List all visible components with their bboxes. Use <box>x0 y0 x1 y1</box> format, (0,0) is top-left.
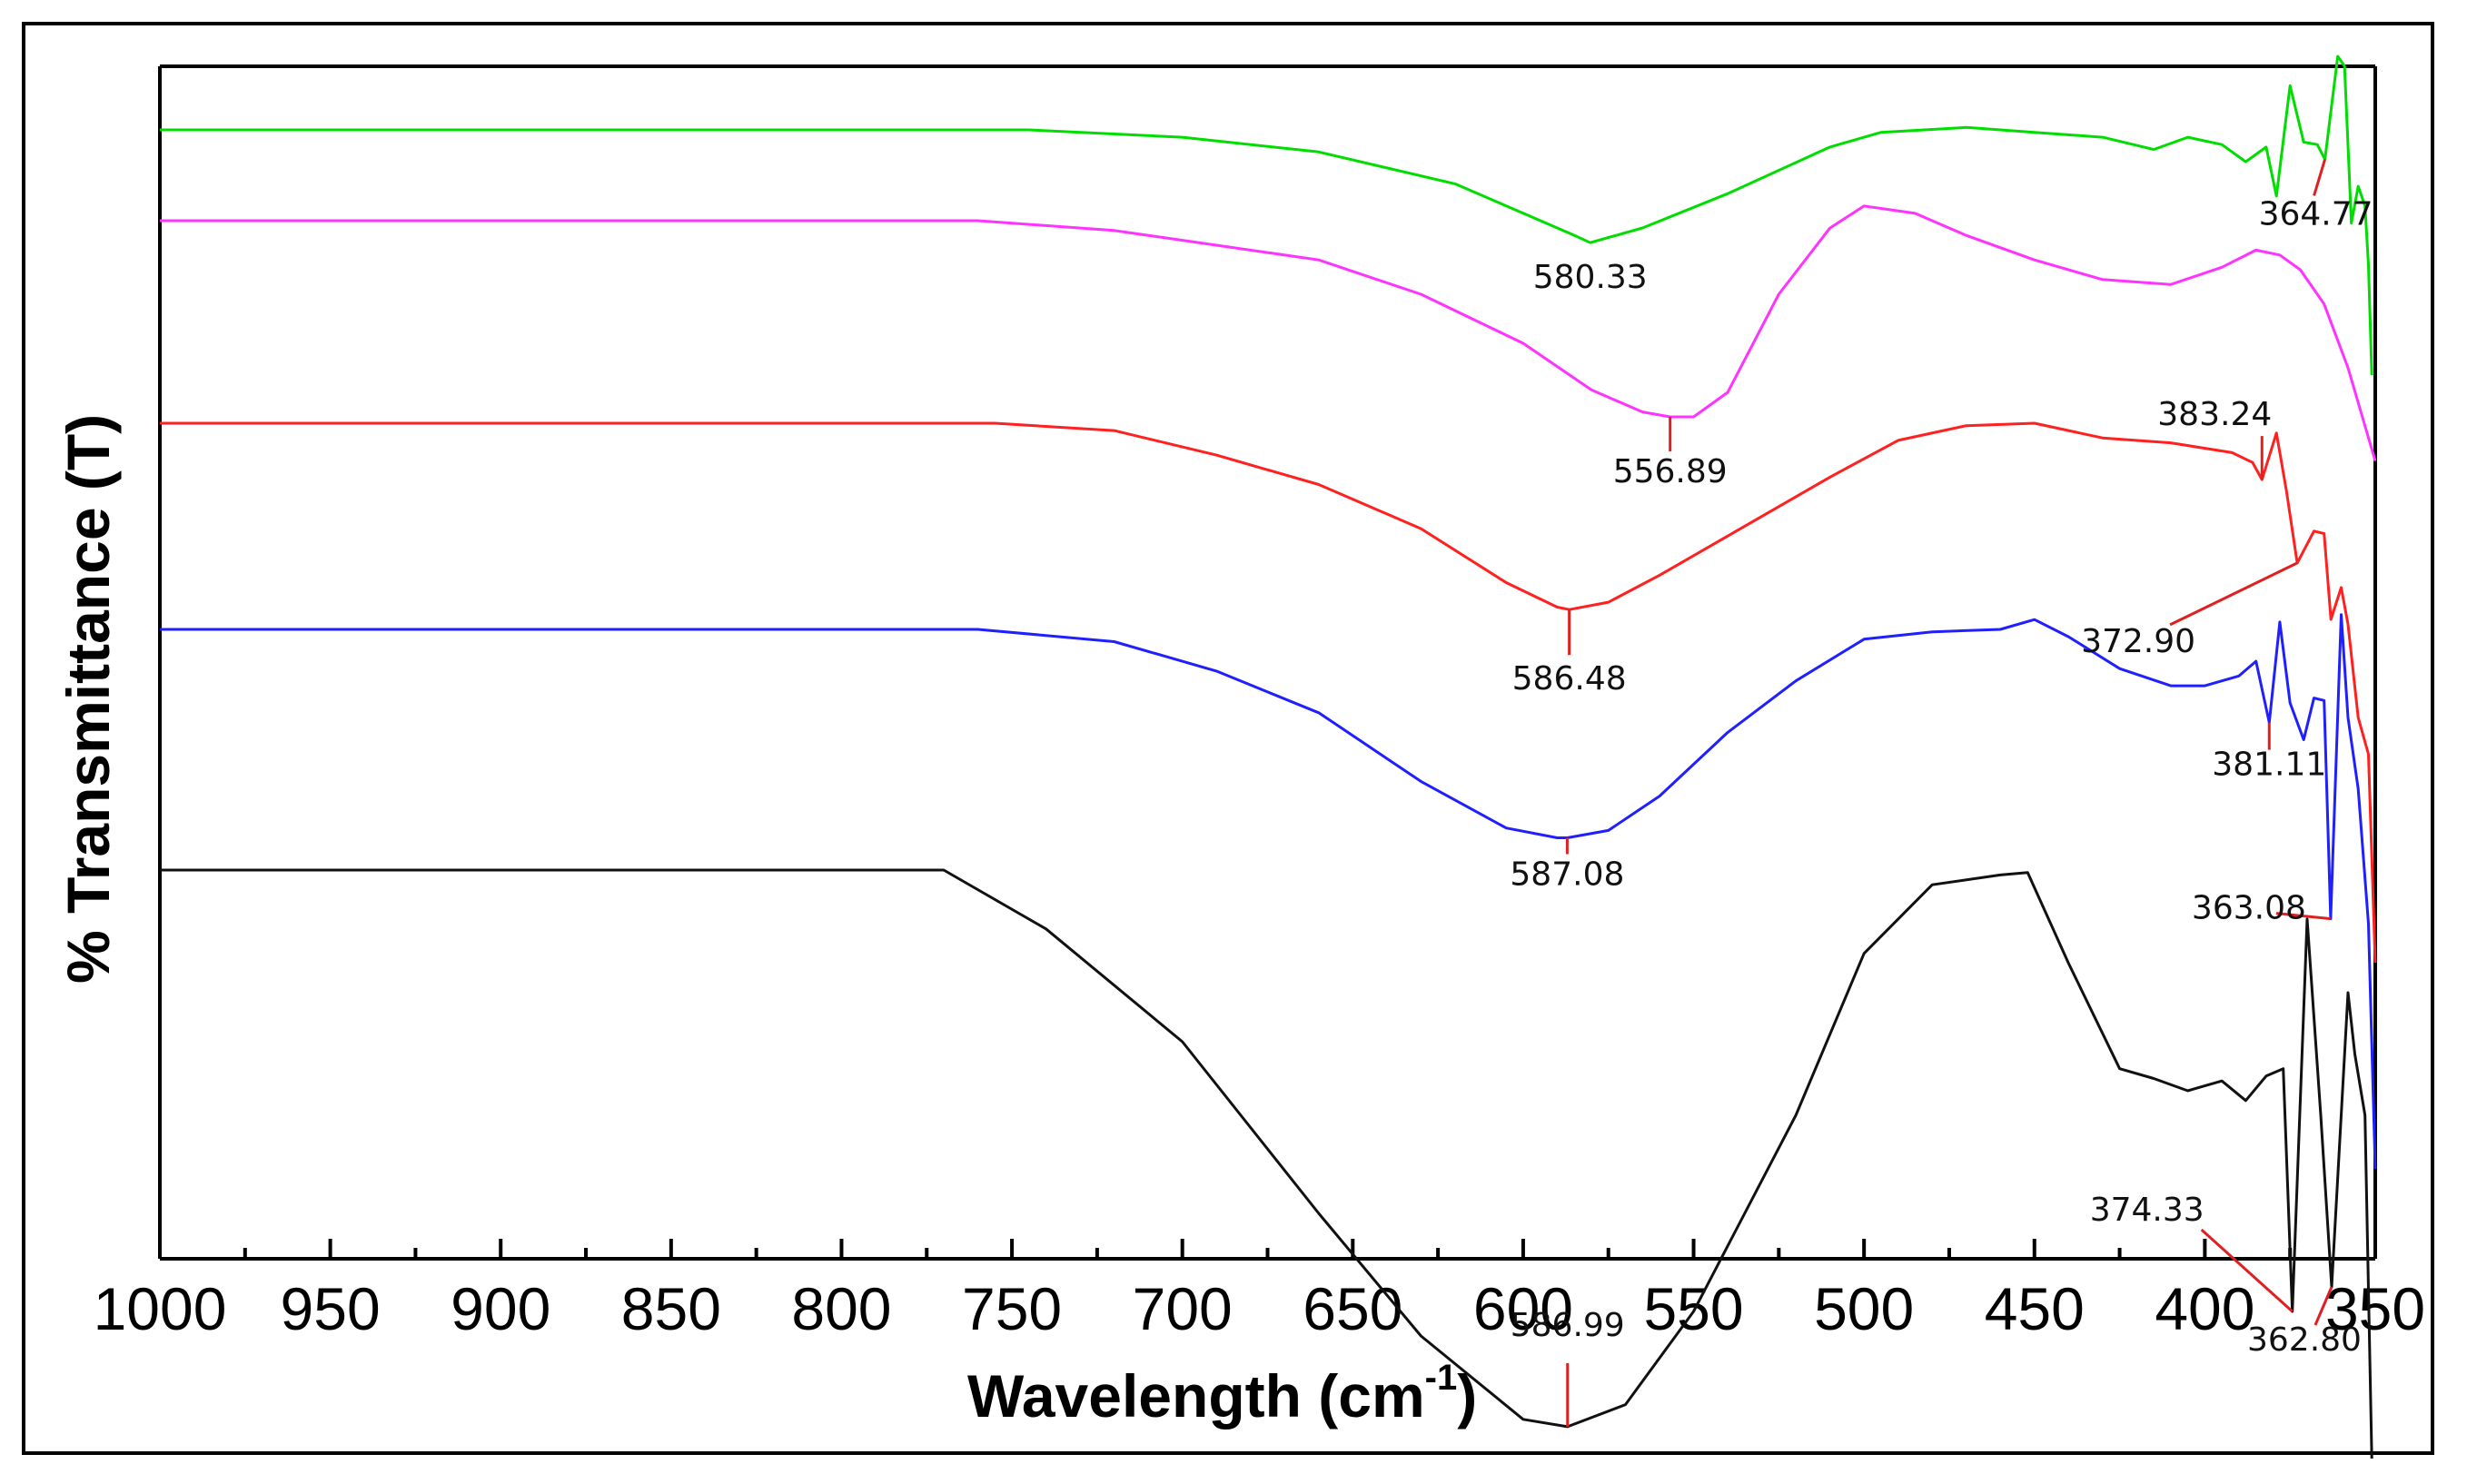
x-axis-title-superscript: -1 <box>1425 1358 1458 1398</box>
x-tick-label: 800 <box>791 1275 891 1342</box>
x-tick-labels: 1000 950 900 850 800 750 700 650 600 550 500 450 400… <box>94 1275 2425 1342</box>
x-tick-label: 350 <box>2325 1275 2425 1342</box>
x-tick-label: 900 <box>451 1275 550 1342</box>
x-tick-label: 650 <box>1303 1275 1402 1342</box>
axes <box>158 64 2377 1261</box>
peak-label: 586.99 <box>1511 1307 1625 1344</box>
peak-labels: 580.33 364.77 556.89 383.24 586.48 372.90 587.… <box>1510 195 2373 1359</box>
x-tick-label: 850 <box>621 1275 721 1342</box>
x-axis-title: Wavelength (cm-1) <box>967 1358 1477 1430</box>
spectrum-blue <box>160 613 2377 1170</box>
x-tick-label: 950 <box>281 1275 381 1342</box>
peak-label: 383.24 <box>2157 396 2272 433</box>
spectrum-red <box>160 421 2377 964</box>
ftir-chart: 1000 950 900 850 800 750 700 650 600 550 500 450 400… <box>54 54 2425 1459</box>
x-axis-title-suffix: ) <box>1457 1362 1477 1430</box>
peak-leader-line <box>2313 1286 2333 1326</box>
peak-leader-line <box>2169 561 2298 627</box>
x-tick-label: 750 <box>962 1275 1062 1342</box>
peak-leader-line <box>2200 1228 2294 1313</box>
peak-label: 587.08 <box>1510 856 1624 894</box>
x-tick-label: 450 <box>1985 1275 2085 1342</box>
peak-label: 374.33 <box>2090 1192 2204 1229</box>
peak-label: 381.11 <box>2212 747 2326 784</box>
peak-label: 362.80 <box>2247 1321 2362 1359</box>
peak-leader-line <box>2275 912 2332 921</box>
peak-label: 586.48 <box>1512 660 1627 697</box>
peak-leaders <box>1565 158 2333 1427</box>
peak-label: 363.08 <box>2192 890 2306 927</box>
x-tick-label: 400 <box>2155 1275 2254 1342</box>
spectra <box>160 54 2377 1459</box>
x-tick-label: 600 <box>1473 1275 1573 1342</box>
x-tick-label: 500 <box>1814 1275 1914 1342</box>
x-tick-label: 700 <box>1133 1275 1233 1342</box>
peak-label: 580.33 <box>1533 259 1648 296</box>
y-axis-title: % Transmittance (T) <box>54 414 122 984</box>
spectrum-black <box>160 868 2373 1459</box>
figure-frame: 1000 950 900 850 800 750 700 650 600 550 500 450 400… <box>22 22 2434 1459</box>
spectrum-magenta <box>160 204 2377 462</box>
peak-leader-line <box>2313 158 2327 196</box>
peak-label: 364.77 <box>2259 195 2373 232</box>
x-axis-title-main: Wavelength (cm <box>967 1362 1425 1430</box>
peak-label: 556.89 <box>1613 453 1728 490</box>
x-ticks <box>158 1239 2377 1259</box>
spectrum-green <box>160 54 2373 376</box>
peak-label: 372.90 <box>2081 623 2195 660</box>
x-tick-label: 1000 <box>94 1275 227 1342</box>
